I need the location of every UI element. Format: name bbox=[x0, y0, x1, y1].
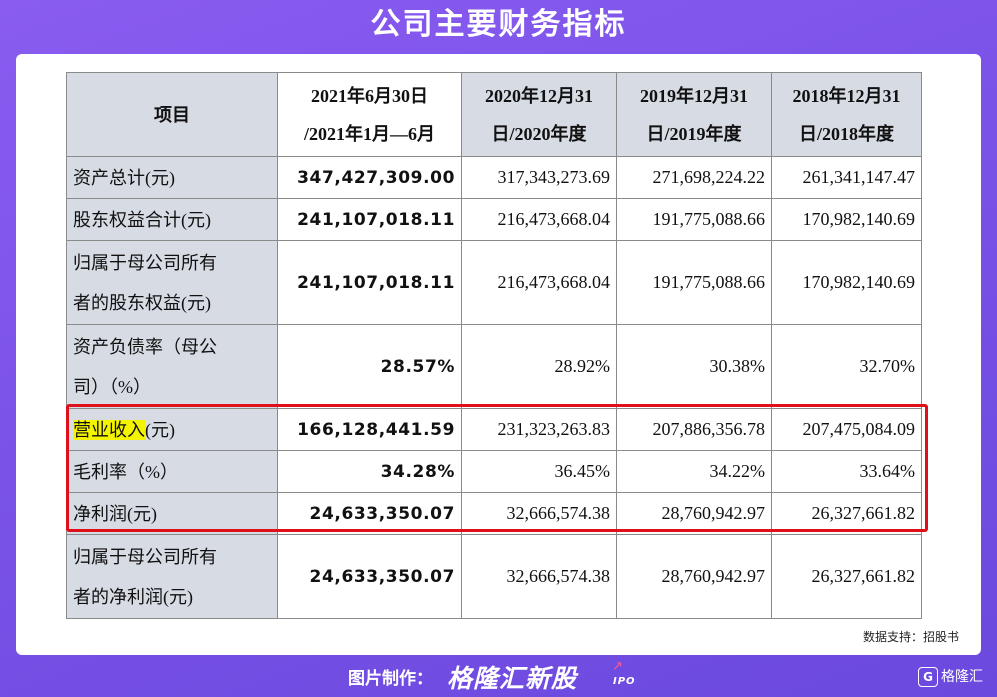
logo-icon: G bbox=[918, 667, 938, 687]
cell-value: 207,475,084.09 bbox=[771, 408, 922, 451]
cell-value: 30.38% bbox=[616, 324, 772, 409]
cell-value: 207,886,356.78 bbox=[616, 408, 772, 451]
table-header-row: 项目 2021年6月30日 /2021年1月—6月 2020年12月31 日/2… bbox=[66, 72, 922, 157]
header-2018: 2018年12月31 日/2018年度 bbox=[771, 72, 922, 157]
cell-value: 32,666,574.38 bbox=[461, 492, 617, 535]
cell-value: 26,327,661.82 bbox=[771, 534, 922, 619]
cell-value: 216,473,668.04 bbox=[461, 198, 617, 241]
data-source: 数据支持：招股书 bbox=[862, 630, 959, 644]
label-line: 归属于母公司所有 bbox=[73, 252, 217, 273]
table-row-equity: 股东权益合计(元) 241,107,018.11 216,473,668.04 … bbox=[66, 198, 922, 241]
header-line: 2021年6月30日 bbox=[311, 85, 428, 106]
header-item: 项目 bbox=[66, 72, 278, 157]
cell-value: 241,107,018.11 bbox=[277, 198, 462, 241]
table-row-parent-net-profit: 归属于母公司所有 者的净利润(元) 24,633,350.07 32,666,5… bbox=[66, 534, 922, 619]
table-row-revenue: 营业收入(元) 166,128,441.59 231,323,263.83 20… bbox=[66, 408, 922, 451]
row-label: 营业收入(元) bbox=[66, 408, 278, 451]
table-row-gross-margin: 毛利率（%） 34.28% 36.45% 34.22% 33.64% bbox=[66, 450, 922, 493]
cell-value: 166,128,441.59 bbox=[277, 408, 462, 451]
spark-icon: ↗ bbox=[612, 659, 623, 674]
footer-brand-ipo: IPO bbox=[613, 676, 636, 687]
cell-value: 191,775,088.66 bbox=[616, 198, 772, 241]
header-2021h1: 2021年6月30日 /2021年1月—6月 bbox=[277, 72, 462, 157]
highlighted-label: 营业收入 bbox=[73, 419, 145, 440]
label-line: 司）（%） bbox=[73, 376, 151, 397]
cell-value: 231,323,263.83 bbox=[461, 408, 617, 451]
cell-value: 33.64% bbox=[771, 450, 922, 493]
cell-value: 271,698,224.22 bbox=[616, 156, 772, 199]
table-row-net-profit: 净利润(元) 24,633,350.07 32,666,574.38 28,76… bbox=[66, 492, 922, 535]
cell-value: 317,343,273.69 bbox=[461, 156, 617, 199]
cell-value: 34.28% bbox=[277, 450, 462, 493]
corner-logo-text: 格隆汇 bbox=[941, 669, 983, 685]
cell-value: 32.70% bbox=[771, 324, 922, 409]
cell-value: 28,760,942.97 bbox=[616, 534, 772, 619]
cell-value: 170,982,140.69 bbox=[771, 198, 922, 241]
page-title: 公司主要财务指标 bbox=[370, 8, 627, 41]
table-card: 格隆汇新股 IPO 项目 2021年6月30日 /2021年1月—6月 2020… bbox=[16, 54, 981, 655]
label-line: 归属于母公司所有 bbox=[73, 546, 217, 567]
label-line: 者的股东权益(元) bbox=[73, 292, 211, 313]
row-label: 资产总计(元) bbox=[66, 156, 278, 199]
row-label: 归属于母公司所有 者的股东权益(元) bbox=[66, 240, 278, 325]
row-label: 股东权益合计(元) bbox=[66, 198, 278, 241]
cell-value: 34.22% bbox=[616, 450, 772, 493]
cell-value: 28.92% bbox=[461, 324, 617, 409]
footer-credit: 图片制作： bbox=[348, 669, 433, 689]
row-label: 毛利率（%） bbox=[66, 450, 278, 493]
row-label: 资产负债率（母公 司）（%） bbox=[66, 324, 278, 409]
footer-brand: 格隆汇新股 bbox=[447, 664, 578, 693]
label-line: 者的净利润(元) bbox=[73, 586, 193, 607]
cell-value: 26,327,661.82 bbox=[771, 492, 922, 535]
cell-value: 36.45% bbox=[461, 450, 617, 493]
cell-value: 24,633,350.07 bbox=[277, 492, 462, 535]
cell-value: 347,427,309.00 bbox=[277, 156, 462, 199]
cell-value: 241,107,018.11 bbox=[277, 240, 462, 325]
row-label: 净利润(元) bbox=[66, 492, 278, 535]
cell-value: 32,666,574.38 bbox=[461, 534, 617, 619]
header-line: 日/2018年度 bbox=[798, 123, 894, 144]
corner-logo: G 格隆汇 bbox=[918, 666, 983, 687]
table-row-total-assets: 资产总计(元) 347,427,309.00 317,343,273.69 27… bbox=[66, 156, 922, 199]
label-line: 资产负债率（母公 bbox=[73, 336, 217, 357]
cell-value: 170,982,140.69 bbox=[771, 240, 922, 325]
header-line: 2018年12月31 bbox=[792, 85, 901, 106]
table-row-parent-equity: 归属于母公司所有 者的股东权益(元) 241,107,018.11 216,47… bbox=[66, 240, 922, 325]
cell-value: 216,473,668.04 bbox=[461, 240, 617, 325]
header-line: 2020年12月31 bbox=[485, 85, 593, 106]
cell-value: 24,633,350.07 bbox=[277, 534, 462, 619]
cell-value: 191,775,088.66 bbox=[616, 240, 772, 325]
table-row-debt-ratio: 资产负债率（母公 司）（%） 28.57% 28.92% 30.38% 32.7… bbox=[66, 324, 922, 409]
header-line: 日/2020年度 bbox=[491, 123, 587, 144]
financial-table: 项目 2021年6月30日 /2021年1月—6月 2020年12月31 日/2… bbox=[66, 72, 922, 619]
cell-value: 261,341,147.47 bbox=[771, 156, 922, 199]
header-line: 日/2019年度 bbox=[646, 123, 742, 144]
footer: 图片制作： 格隆汇新股 ↗ IPO G 格隆汇 bbox=[0, 658, 997, 697]
cell-value: 28.57% bbox=[277, 324, 462, 409]
header-2019: 2019年12月31 日/2019年度 bbox=[616, 72, 772, 157]
label-suffix: (元) bbox=[145, 419, 175, 440]
cell-value: 28,760,942.97 bbox=[616, 492, 772, 535]
header-line: /2021年1月—6月 bbox=[303, 123, 435, 144]
row-label: 归属于母公司所有 者的净利润(元) bbox=[66, 534, 278, 619]
header-2020: 2020年12月31 日/2020年度 bbox=[461, 72, 617, 157]
header-line: 2019年12月31 bbox=[640, 85, 748, 106]
